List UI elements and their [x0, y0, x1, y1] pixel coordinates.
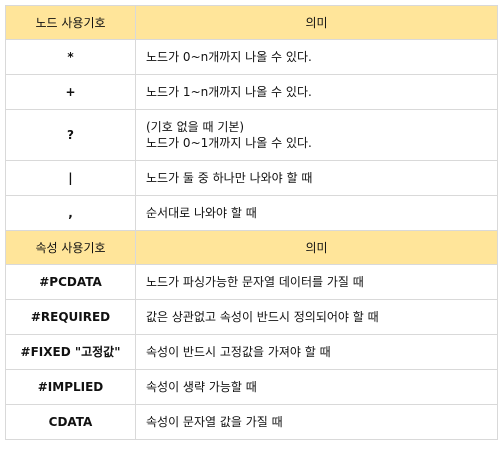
meaning-cell: 속성이 반드시 고정값을 가져야 할 때 — [135, 334, 498, 370]
node-symbol-header: 노드 사용기호 — [5, 5, 136, 40]
attr-meaning-header: 의미 — [135, 230, 498, 265]
symbol-cell: CDATA — [5, 404, 136, 440]
symbol-cell: #IMPLIED — [5, 369, 136, 405]
meaning-line: 노드가 둘 중 하나만 나와야 할 때 — [146, 171, 313, 185]
meaning-line: 값은 상관없고 속성이 반드시 정의되어야 할 때 — [146, 310, 379, 324]
meaning-cell: 노드가 파싱가능한 문자열 데이터를 가질 때 — [135, 264, 498, 300]
symbol-cell: * — [5, 39, 136, 75]
meaning-line: 속성이 생략 가능할 때 — [146, 380, 257, 394]
attr-header-row: 속성 사용기호 의미 — [5, 230, 498, 265]
meaning-cell: 값은 상관없고 속성이 반드시 정의되어야 할 때 — [135, 299, 498, 335]
table-row: #REQUIRED 값은 상관없고 속성이 반드시 정의되어야 할 때 — [5, 299, 498, 335]
meaning-line: 순서대로 나와야 할 때 — [146, 206, 257, 220]
meaning-line: 노드가 1~n개까지 나올 수 있다. — [146, 85, 312, 99]
symbol-cell: #REQUIRED — [5, 299, 136, 335]
symbol-cell: , — [5, 195, 136, 231]
table-row: #PCDATA 노드가 파싱가능한 문자열 데이터를 가질 때 — [5, 264, 498, 300]
table-row: ? (기호 없을 때 기본) 노드가 0~1개까지 나올 수 있다. — [5, 109, 498, 161]
symbol-table-container: 노드 사용기호 의미 * 노드가 0~n개까지 나올 수 있다. + 노드가 1… — [5, 5, 498, 440]
symbol-cell: #PCDATA — [5, 264, 136, 300]
symbol-cell: #FIXED "고정값" — [5, 334, 136, 370]
table-row: * 노드가 0~n개까지 나올 수 있다. — [5, 39, 498, 75]
meaning-line: 노드가 파싱가능한 문자열 데이터를 가질 때 — [146, 275, 364, 289]
meaning-cell: 노드가 둘 중 하나만 나와야 할 때 — [135, 160, 498, 196]
table-row: #FIXED "고정값" 속성이 반드시 고정값을 가져야 할 때 — [5, 334, 498, 370]
meaning-cell: 노드가 0~n개까지 나올 수 있다. — [135, 39, 498, 75]
meaning-line: 속성이 문자열 값을 가질 때 — [146, 415, 283, 429]
symbol-cell: + — [5, 74, 136, 110]
meaning-cell: 속성이 문자열 값을 가질 때 — [135, 404, 498, 440]
meaning-line: 속성이 반드시 고정값을 가져야 할 때 — [146, 345, 331, 359]
meaning-line: 노드가 0~n개까지 나올 수 있다. — [146, 50, 312, 64]
attr-symbol-header: 속성 사용기호 — [5, 230, 136, 265]
symbol-cell: ? — [5, 109, 136, 161]
meaning-cell: 순서대로 나와야 할 때 — [135, 195, 498, 231]
table-row: CDATA 속성이 문자열 값을 가질 때 — [5, 404, 498, 440]
table-row: + 노드가 1~n개까지 나올 수 있다. — [5, 74, 498, 110]
meaning-line: (기호 없을 때 기본) — [146, 120, 245, 134]
dtd-symbol-table: 노드 사용기호 의미 * 노드가 0~n개까지 나올 수 있다. + 노드가 1… — [5, 5, 498, 440]
meaning-cell: 노드가 1~n개까지 나올 수 있다. — [135, 74, 498, 110]
table-row: , 순서대로 나와야 할 때 — [5, 195, 498, 231]
symbol-cell: | — [5, 160, 136, 196]
node-meaning-header: 의미 — [135, 5, 498, 40]
node-header-row: 노드 사용기호 의미 — [5, 5, 498, 40]
meaning-cell: (기호 없을 때 기본) 노드가 0~1개까지 나올 수 있다. — [135, 109, 498, 161]
meaning-cell: 속성이 생략 가능할 때 — [135, 369, 498, 405]
meaning-line: 노드가 0~1개까지 나올 수 있다. — [146, 136, 312, 150]
table-row: | 노드가 둘 중 하나만 나와야 할 때 — [5, 160, 498, 196]
table-row: #IMPLIED 속성이 생략 가능할 때 — [5, 369, 498, 405]
